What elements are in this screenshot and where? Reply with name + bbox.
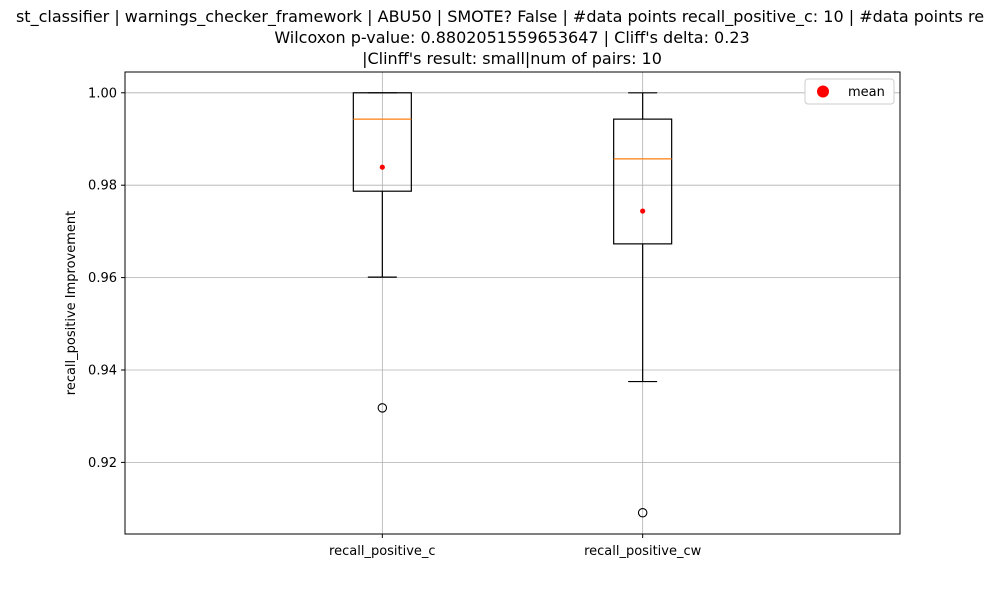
x-tick-label: recall_positive_cw — [584, 544, 702, 559]
y-axis-label: recall_positive Improvement — [64, 211, 79, 395]
legend-mean-label: mean — [848, 85, 885, 100]
y-tick-label: 1.00 — [88, 86, 117, 101]
y-tick-label: 0.98 — [88, 179, 117, 194]
plot-frame — [124, 71, 901, 535]
title-line-1: st_classifier | warnings_checker_framewo… — [16, 7, 984, 27]
outlier-point — [637, 507, 648, 518]
box-recall_positive_cw — [613, 92, 673, 518]
legend-frame — [804, 78, 895, 105]
legend: mean — [804, 78, 895, 105]
boxes — [352, 92, 673, 518]
y-tick-label: 0.96 — [88, 271, 117, 286]
mean-point — [379, 164, 385, 170]
box-recall_positive_c — [352, 92, 412, 413]
y-tick-label: 0.94 — [88, 363, 117, 378]
axis-ticks: 0.92 0.94 0.96 0.98 1.00 recall_positive_c rec… — [88, 86, 702, 559]
x-tick-label: recall_positive_c — [329, 544, 436, 559]
y-tick-label: 0.92 — [88, 456, 117, 471]
legend-mean-marker — [817, 85, 829, 98]
iqr-box — [613, 118, 673, 245]
grid-lines — [125, 72, 900, 534]
iqr-box — [352, 92, 412, 192]
mean-point — [640, 208, 646, 214]
title-line-2: Wilcoxon p-value: 0.8802051559653647 | C… — [274, 28, 749, 47]
outlier-point — [377, 403, 388, 413]
title-line-3: |Clinff's result: small|num of pairs: 10 — [362, 49, 662, 68]
chart-title: st_classifier | warnings_checker_framewo… — [16, 7, 984, 68]
